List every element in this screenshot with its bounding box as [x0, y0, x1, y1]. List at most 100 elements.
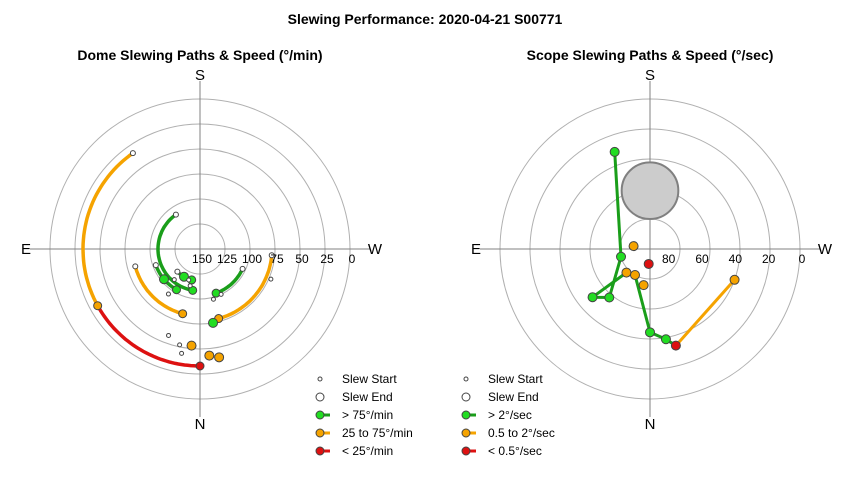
- legend-swatch-marker: [461, 446, 471, 456]
- slew-point-medium: [638, 280, 649, 291]
- slew-start-marker: [195, 361, 205, 371]
- scope-direction-w: W: [818, 241, 833, 258]
- radial-tick-label: 125: [217, 252, 237, 266]
- legend-label: Slew Start: [342, 372, 397, 386]
- slew-point-medium: [621, 267, 632, 278]
- slew-path-fast: [214, 267, 245, 295]
- legend-swatch-end: [315, 392, 325, 402]
- dome-direction-s: S: [195, 67, 205, 84]
- legend-label: Slew End: [342, 390, 393, 404]
- radial-tick-label: 60: [695, 252, 709, 266]
- radial-tick-label: 0: [349, 252, 356, 266]
- legend-item-end: Slew End: [461, 390, 539, 404]
- slew-point-fast: [158, 274, 169, 285]
- legend-label: > 75°/min: [342, 408, 393, 422]
- dome-chart-title: Dome Slewing Paths & Speed (°/min): [77, 47, 322, 63]
- slew-start-point: [179, 350, 185, 356]
- slew-point-medium: [628, 241, 639, 252]
- slew-start-marker: [188, 285, 198, 295]
- radial-tick-label: 0: [799, 252, 806, 266]
- slew-point-slow: [643, 258, 654, 269]
- slew-start-marker: [93, 301, 103, 311]
- dome-direction-w: W: [368, 241, 383, 258]
- legend-label: > 2°/sec: [488, 408, 532, 422]
- legend-swatch-marker: [315, 446, 325, 456]
- legend-item-slow: < 25°/min: [315, 444, 393, 458]
- legend-swatch-start: [463, 376, 469, 382]
- radial-tick-label: 50: [295, 252, 309, 266]
- slew-end-marker: [239, 265, 246, 272]
- slew-end-marker: [129, 150, 136, 157]
- slew-point-fast: [587, 292, 598, 303]
- legend-label: Slew Start: [488, 372, 543, 386]
- slew-point-fast: [616, 251, 627, 262]
- slew-start-point: [210, 296, 216, 302]
- radial-tick-label: 25: [320, 252, 334, 266]
- radial-tick-label: 20: [762, 252, 776, 266]
- legend-label: < 0.5°/sec: [488, 444, 542, 458]
- legend-swatch-marker: [461, 410, 471, 420]
- slew-point-slow: [670, 340, 681, 351]
- scope-polar-grid: [480, 81, 820, 417]
- dome-radial-ticks: 150 125 100 75 50 25 0: [192, 252, 356, 266]
- legend-label: Slew End: [488, 390, 539, 404]
- slew-start-point: [218, 291, 224, 297]
- dome-direction-e: E: [21, 241, 31, 258]
- legend-item-start: Slew Start: [463, 372, 543, 386]
- slew-point-fast: [208, 317, 219, 328]
- scope-direction-e: E: [471, 241, 481, 258]
- dome-chart: Dome Slewing Paths & Speed (°/min) 150 12…: [21, 47, 413, 458]
- slew-end-marker: [132, 263, 139, 270]
- slew-path-slow: [95, 303, 202, 368]
- radial-tick-label: 150: [192, 252, 212, 266]
- slew-point-fast: [179, 271, 189, 282]
- legend-swatch-start: [317, 376, 323, 382]
- dome-slew-points: [93, 150, 275, 371]
- scope-slew-points: [587, 146, 740, 351]
- legend-item-fast: > 2°/sec: [461, 408, 532, 422]
- legend-item-end: Slew End: [315, 390, 393, 404]
- scope-track-medium: [674, 278, 736, 347]
- legend-item-slow: < 0.5°/sec: [461, 444, 542, 458]
- slew-point-medium: [204, 350, 215, 361]
- scope-radial-ticks: 80 60 40 20 0: [662, 252, 806, 266]
- slew-path-fast: [156, 212, 195, 293]
- slew-point-fast: [609, 146, 620, 157]
- slew-path-medium: [81, 151, 135, 308]
- excluded-region: [620, 161, 680, 221]
- legend-item-fast: > 75°/min: [315, 408, 393, 422]
- slew-path-medium: [216, 253, 274, 321]
- dome-polar-grid: [30, 81, 370, 417]
- radial-tick-label: 80: [662, 252, 676, 266]
- legend-swatch-end: [461, 392, 471, 402]
- radial-tick-label: 75: [270, 252, 284, 266]
- slew-point-medium: [630, 269, 640, 280]
- slew-start-marker: [172, 285, 181, 295]
- dome-legend: Slew Start Slew End > 75°/min 25 to 75°/min…: [315, 372, 413, 458]
- slew-end-marker: [172, 211, 179, 218]
- slew-point-fast: [604, 292, 615, 303]
- legend-item-medium: 0.5 to 2°/sec: [461, 426, 555, 440]
- slew-end-marker: [152, 262, 159, 269]
- radial-tick-label: 100: [242, 252, 262, 266]
- slew-start-marker: [178, 309, 188, 319]
- slew-start-point: [187, 283, 193, 289]
- slew-start-point: [171, 277, 177, 283]
- legend-item-start: Slew Start: [317, 372, 397, 386]
- legend-label: 25 to 75°/min: [342, 426, 413, 440]
- scope-direction-n: N: [645, 416, 656, 433]
- legend-label: 0.5 to 2°/sec: [488, 426, 555, 440]
- radial-tick-label: 40: [729, 252, 743, 266]
- slew-start-point: [177, 342, 183, 348]
- legend-swatch-marker: [315, 428, 325, 438]
- slew-point-fast: [660, 334, 671, 345]
- slew-start-marker: [211, 288, 221, 298]
- scope-legend: Slew Start Slew End > 2°/sec 0.5 to 2°/sec <…: [461, 372, 555, 458]
- slew-point-medium: [214, 352, 225, 363]
- slew-point-medium: [186, 340, 197, 351]
- slew-end-marker: [174, 268, 181, 275]
- slew-path-medium: [133, 264, 185, 316]
- slew-end-marker: [268, 252, 275, 259]
- scope-chart: Scope Slewing Paths & Speed (°/sec) 80 60…: [461, 47, 833, 458]
